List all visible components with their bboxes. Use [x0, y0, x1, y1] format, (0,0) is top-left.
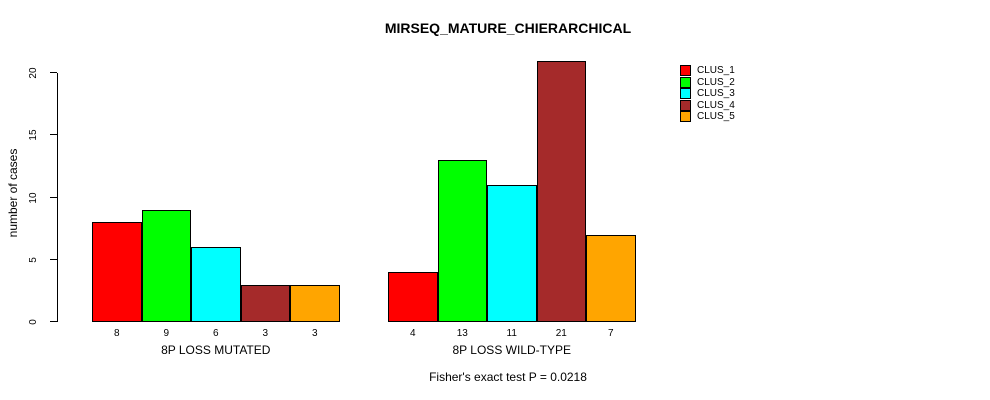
- chart-title: MIRSEQ_MATURE_CHIERARCHICAL: [384, 20, 632, 36]
- legend-swatch-clus_1: [680, 65, 691, 76]
- bar-value-label: 7: [607, 328, 614, 339]
- legend-swatch-clus_2: [680, 77, 691, 88]
- bar-clus_3-1: [191, 247, 241, 322]
- bar-clus_4-2: [536, 61, 586, 322]
- y-tick-label: 10: [27, 192, 39, 204]
- bar-value-label: 6: [212, 328, 219, 339]
- x-category-label: 8P LOSS WILD-TYPE: [452, 343, 571, 357]
- legend-item-clus_4: CLUS_4: [680, 100, 810, 111]
- y-tick-label: 20: [27, 67, 39, 79]
- legend-swatch-clus_4: [680, 100, 691, 111]
- y-tick-label: 5: [27, 257, 39, 263]
- legend-label: CLUS_5: [697, 111, 735, 122]
- y-tick-mark: [50, 134, 57, 135]
- bar-clus_5-1: [290, 285, 340, 322]
- legend-label: CLUS_4: [697, 100, 735, 111]
- fisher-test-annotation: Fisher's exact test P = 0.0218: [429, 370, 587, 384]
- bar-clus_2-1: [141, 210, 191, 322]
- bar-clus_4-1: [240, 285, 290, 322]
- bar-value-label: 13: [456, 328, 468, 339]
- legend-swatch-clus_5: [680, 111, 691, 122]
- bar-clus_1-1: [92, 222, 142, 322]
- y-tick-mark: [50, 321, 57, 322]
- y-tick-label: 0: [27, 319, 39, 325]
- bar-value-label: 4: [409, 328, 416, 339]
- y-axis-line: [57, 73, 58, 322]
- bar-value-label: 3: [311, 328, 318, 339]
- x-category-label: 8P LOSS MUTATED: [161, 343, 271, 357]
- bar-clus_2-2: [437, 160, 487, 322]
- bar-value-label: 11: [506, 328, 517, 339]
- legend-swatch-clus_3: [680, 88, 691, 99]
- y-tick-mark: [50, 259, 57, 260]
- legend-label: CLUS_1: [697, 65, 735, 76]
- y-tick-label: 15: [27, 129, 39, 141]
- bar-value-label: 3: [262, 328, 269, 339]
- bar-clus_3-2: [487, 185, 537, 322]
- legend-label: CLUS_3: [697, 88, 735, 99]
- legend-item-clus_3: CLUS_3: [680, 88, 810, 99]
- legend: CLUS_1 CLUS_2 CLUS_3 CLUS_4 CLUS_5: [680, 65, 810, 135]
- bar-value-label: 9: [163, 328, 170, 339]
- bar-value-label: 8: [113, 328, 120, 339]
- legend-item-clus_5: CLUS_5: [680, 111, 810, 122]
- legend-item-clus_1: CLUS_1: [680, 65, 810, 76]
- legend-item-clus_2: CLUS_2: [680, 77, 810, 88]
- bar-clus_1-2: [388, 272, 438, 322]
- y-tick-mark: [50, 72, 57, 73]
- bar-clus_5-2: [586, 235, 636, 322]
- y-tick-mark: [50, 197, 57, 198]
- bar-value-label: 21: [555, 328, 567, 339]
- legend-label: CLUS_2: [697, 77, 735, 88]
